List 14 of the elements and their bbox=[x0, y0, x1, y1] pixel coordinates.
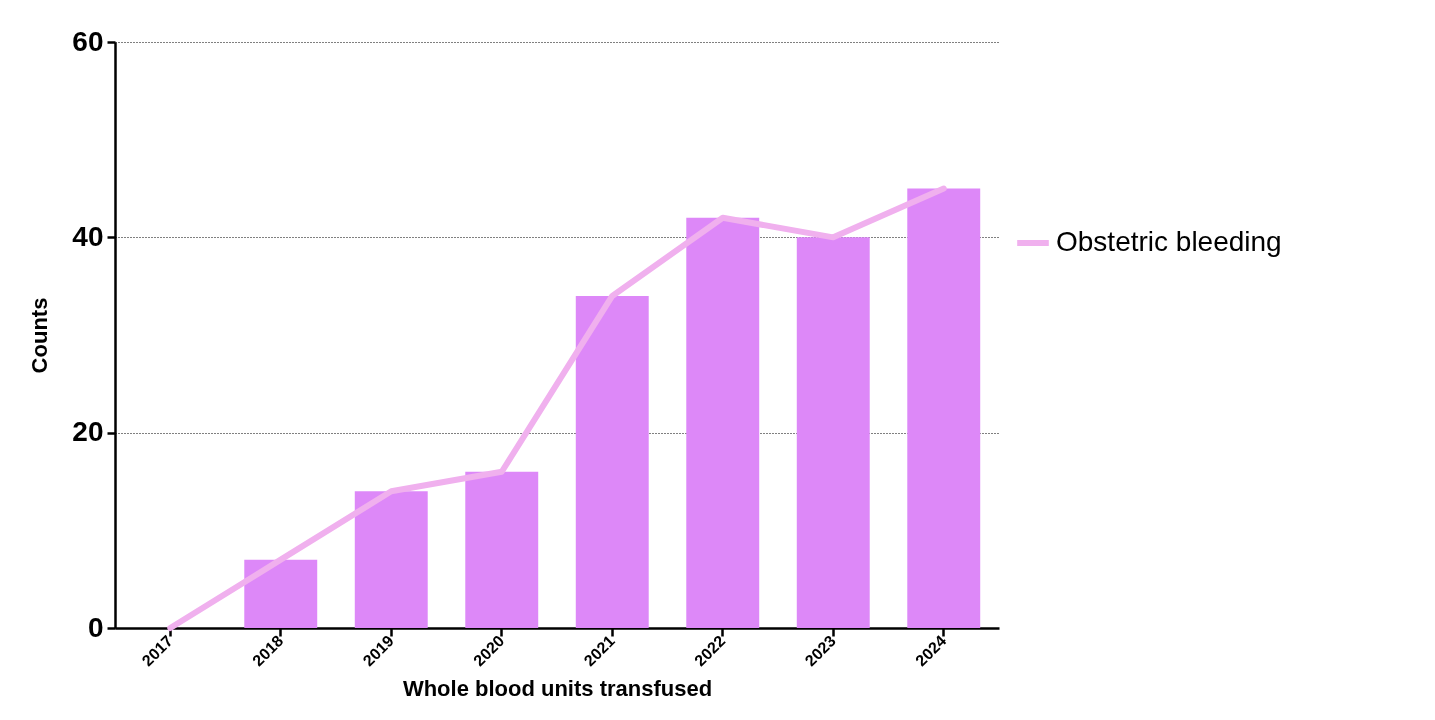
bar bbox=[575, 295, 649, 628]
bar bbox=[686, 217, 760, 628]
legend-label: Obstetric bleeding bbox=[1056, 226, 1282, 257]
y-axis-title: Counts bbox=[27, 297, 53, 374]
x-axis-title: Whole blood units transfused bbox=[402, 676, 713, 702]
bar bbox=[796, 237, 870, 628]
bar bbox=[354, 491, 428, 628]
bar bbox=[465, 471, 539, 628]
y-tick-label: 40 bbox=[72, 220, 104, 252]
y-tick-label: 0 bbox=[87, 611, 104, 643]
bar bbox=[244, 559, 318, 628]
bar bbox=[907, 188, 981, 628]
y-tick-label: 60 bbox=[72, 25, 104, 57]
y-tick-label: 20 bbox=[72, 416, 104, 448]
